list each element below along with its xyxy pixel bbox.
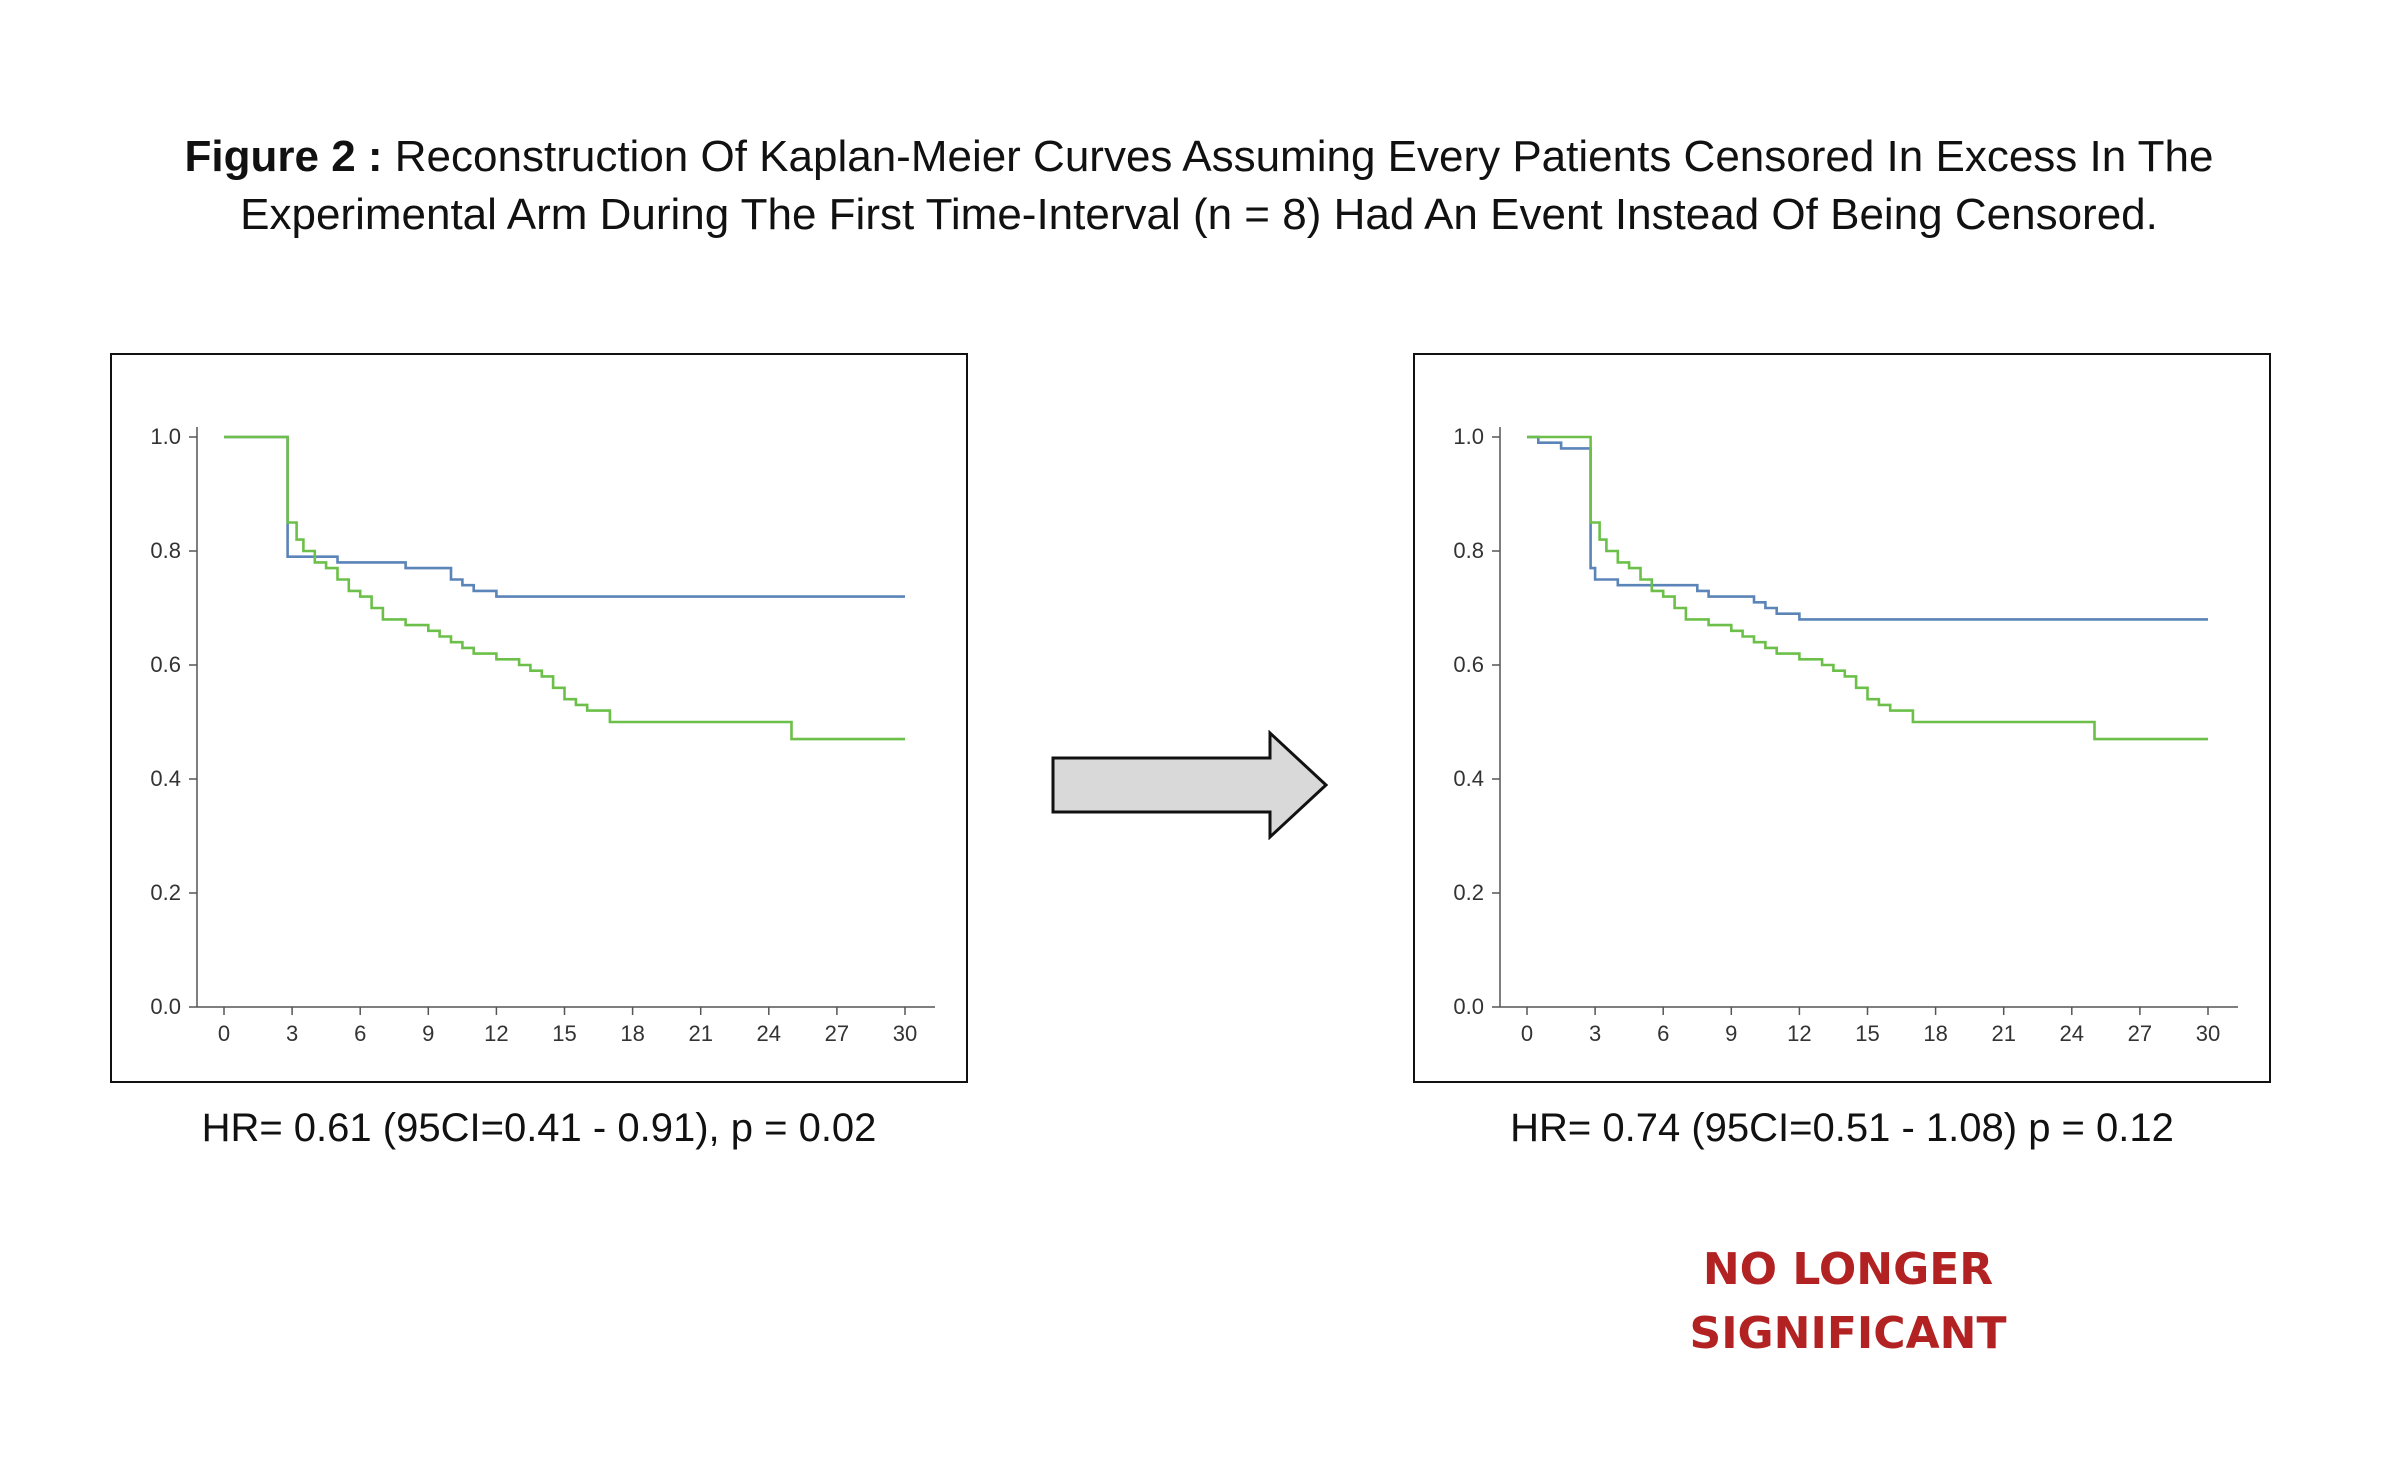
y-tick-label: 0.8 xyxy=(1453,538,1484,563)
y-tick-label: 0.6 xyxy=(1453,652,1484,677)
x-tick-label: 0 xyxy=(1521,1021,1533,1046)
title-bold: Figure 2 : xyxy=(184,132,383,181)
km-curve-blue xyxy=(224,435,905,598)
figure-title: Figure 2 : Reconstruction Of Kaplan-Meie… xyxy=(0,128,2398,244)
km-chart-right: 0.0 0.2 0.4 0.6 0.8 1.0 0 3 6 9 12 15 18 21 24 27 30 xyxy=(1413,353,2271,1083)
x-tick-label: 30 xyxy=(893,1021,917,1046)
km-chart-left: 0.0 0.2 0.4 0.6 0.8 1.0 0 3 6 9 12 15 18 21 24 27 30 xyxy=(110,353,968,1083)
right-arrow-icon xyxy=(1051,730,1329,840)
x-tick-label: 21 xyxy=(688,1021,712,1046)
x-tick-label: 3 xyxy=(286,1021,298,1046)
km-plot-left: 0.0 0.2 0.4 0.6 0.8 1.0 0 3 6 9 12 15 18 21 24 27 30 xyxy=(150,424,935,1046)
verdict-line-2: SIGNIFICANT xyxy=(1689,1308,2007,1359)
km-plot-right: 0.0 0.2 0.4 0.6 0.8 1.0 0 3 6 9 12 15 18 21 24 27 30 xyxy=(1453,424,2238,1046)
y-tick-label: 0.4 xyxy=(150,766,181,791)
km-curve-green xyxy=(1527,435,2208,741)
y-tick-label: 1.0 xyxy=(1453,424,1484,449)
hr-caption-right: HR= 0.74 (95CI=0.51 - 1.08) p = 0.12 xyxy=(1510,1106,2174,1150)
verdict-line-1: NO LONGER xyxy=(1702,1244,1994,1295)
verdict-label: NO LONGER SIGNIFICANT xyxy=(1598,1238,2098,1366)
x-tick-label: 21 xyxy=(1991,1021,2015,1046)
y-tick-label: 0.4 xyxy=(1453,766,1484,791)
x-tick-label: 12 xyxy=(484,1021,508,1046)
x-tick-label: 15 xyxy=(1855,1021,1879,1046)
x-tick-label: 18 xyxy=(620,1021,644,1046)
y-tick-label: 0.6 xyxy=(150,652,181,677)
x-tick-label: 27 xyxy=(2128,1021,2152,1046)
title-line-1: Figure 2 : Reconstruction Of Kaplan-Meie… xyxy=(0,128,2398,186)
x-tick-label: 3 xyxy=(1589,1021,1601,1046)
x-tick-label: 15 xyxy=(552,1021,576,1046)
y-tick-label: 0.8 xyxy=(150,538,181,563)
x-tick-label: 6 xyxy=(354,1021,366,1046)
hr-caption-left: HR= 0.61 (95CI=0.41 - 0.91), p = 0.02 xyxy=(201,1106,877,1150)
x-tick-label: 18 xyxy=(1923,1021,1947,1046)
x-tick-label: 24 xyxy=(757,1021,781,1046)
x-tick-label: 9 xyxy=(422,1021,434,1046)
x-tick-label: 0 xyxy=(218,1021,230,1046)
title-text-1: Reconstruction Of Kaplan-Meier Curves As… xyxy=(394,132,2214,181)
y-tick-label: 0.0 xyxy=(1453,994,1484,1019)
x-tick-label: 30 xyxy=(2196,1021,2220,1046)
y-tick-label: 0.2 xyxy=(1453,880,1484,905)
title-line-2: Experimental Arm During The First Time-I… xyxy=(240,190,2158,239)
x-tick-label: 9 xyxy=(1725,1021,1737,1046)
x-tick-label: 27 xyxy=(825,1021,849,1046)
y-tick-label: 1.0 xyxy=(150,424,181,449)
y-tick-label: 0.2 xyxy=(150,880,181,905)
x-tick-label: 24 xyxy=(2060,1021,2084,1046)
x-tick-label: 12 xyxy=(1787,1021,1811,1046)
x-tick-label: 6 xyxy=(1657,1021,1669,1046)
y-tick-label: 0.0 xyxy=(150,994,181,1019)
km-curve-blue xyxy=(1527,435,2208,621)
km-curve-green xyxy=(224,435,905,741)
